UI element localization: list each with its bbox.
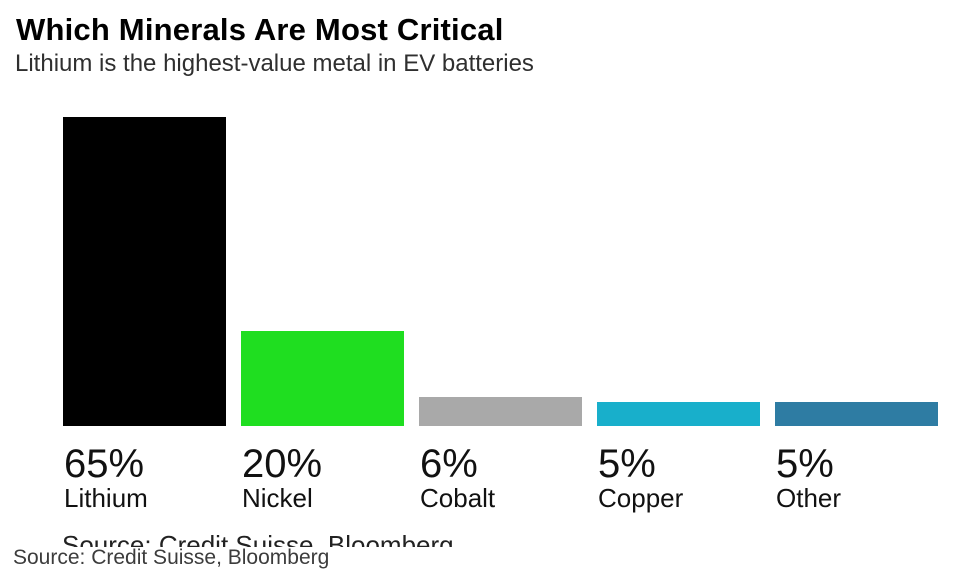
bar-value-label: 6% bbox=[420, 442, 478, 486]
bar-column-copper: 5% Copper bbox=[597, 0, 760, 584]
bar-category-label: Copper bbox=[598, 483, 684, 513]
source-caption: Source: Credit Suisse, Bloomberg bbox=[13, 546, 330, 569]
bar-category-label: Nickel bbox=[242, 483, 313, 513]
cropped-source-artifact: Source: Credit Suisse, Bloomberg bbox=[62, 532, 542, 547]
bar-value-label: 5% bbox=[776, 442, 834, 486]
bar-column-cobalt: 6% Cobalt bbox=[419, 0, 582, 584]
chart-title: Which Minerals Are Most Critical bbox=[16, 12, 504, 47]
bar-other bbox=[775, 402, 938, 426]
bar-column-lithium: 65% Lithium bbox=[63, 0, 226, 584]
bar-category-label: Cobalt bbox=[420, 483, 496, 513]
bar-nickel bbox=[241, 331, 404, 426]
bar-column-nickel: 20% Nickel bbox=[241, 0, 404, 584]
bar-category-label: Other bbox=[776, 483, 842, 513]
bar-cobalt bbox=[419, 397, 582, 426]
bar-copper bbox=[597, 402, 760, 426]
bar-lithium bbox=[63, 117, 226, 426]
chart-subtitle: Lithium is the highest-value metal in EV… bbox=[15, 50, 534, 77]
bar-column-other: 5% Other bbox=[775, 0, 938, 584]
bar-value-label: 65% bbox=[64, 442, 145, 486]
bar-value-label: 20% bbox=[242, 442, 323, 486]
cropped-source-text: Source: Credit Suisse, Bloomberg bbox=[62, 532, 454, 547]
bar-category-label: Lithium bbox=[64, 483, 148, 513]
bar-value-label: 5% bbox=[598, 442, 656, 486]
